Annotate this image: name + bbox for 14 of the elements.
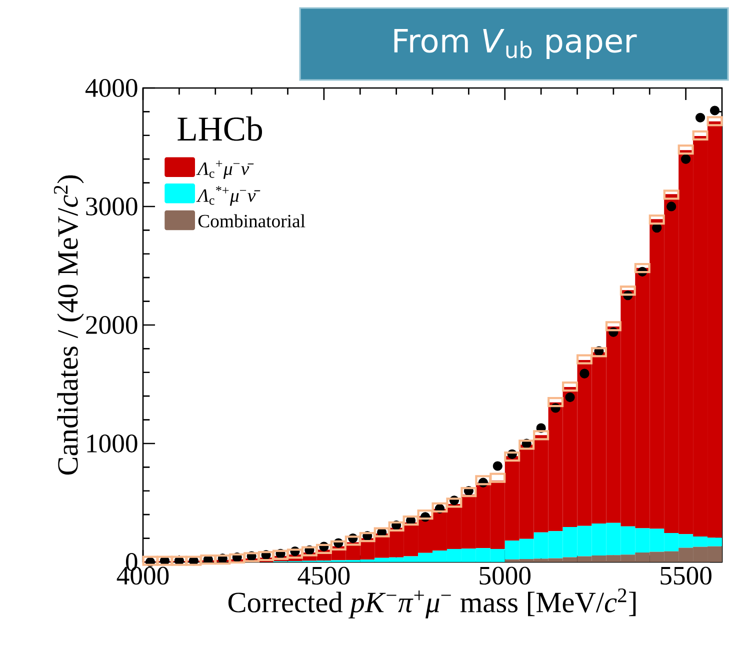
chart-title: From V$_{ub}$ paper [394, 29, 637, 59]
legend-label: Combinatorial [198, 214, 306, 228]
x-tick-label: 4500 [298, 566, 350, 585]
x-tick-label: 5000 [480, 566, 531, 585]
y-tick-label: 4000 [85, 78, 138, 97]
legend-label: Λ$_{c}$$^{+}$μ$^{−}$ν̄ [196, 160, 254, 179]
legend-label: Λ$_{c}$$^{*+}$μ$^{−}$ν̄ [196, 186, 260, 206]
y-axis-title: Candidates / (40 MeV/c$^{2}$) [54, 175, 84, 475]
text: Corrected pK$^{−}$π$^{+}$μ$^{−}$ mass [MeV/c$^{2}$] [228, 588, 636, 618]
x-tick-label: 5500 [660, 566, 712, 585]
annotation: LHCb [178, 116, 262, 141]
y-tick-label: 3000 [86, 197, 138, 216]
y-tick-label: 2000 [86, 316, 138, 334]
y-tick-label: 1000 [87, 434, 138, 452]
